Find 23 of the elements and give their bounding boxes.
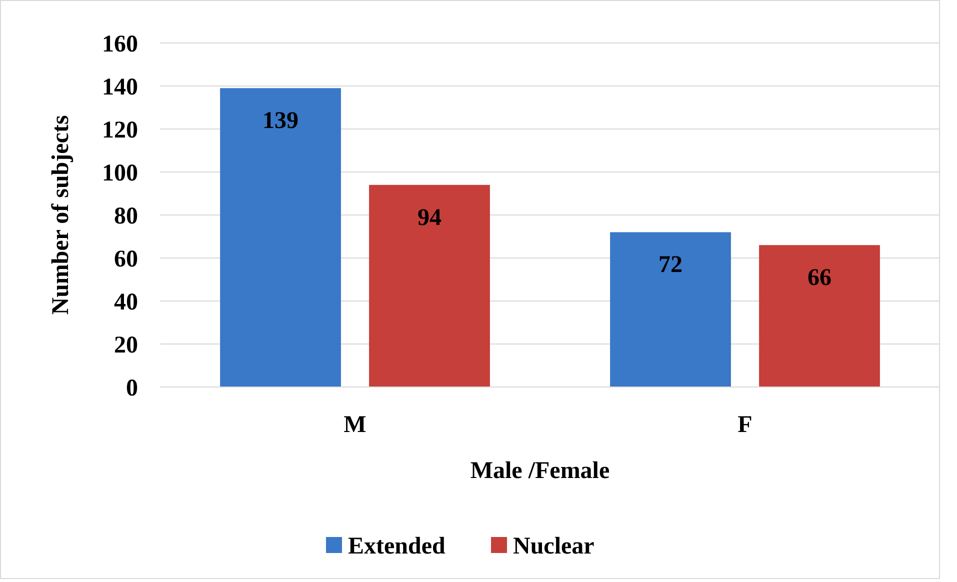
- x-axis-title: Male /Female: [470, 458, 610, 484]
- y-tick-label: 140: [102, 74, 138, 100]
- legend-label: Nuclear: [513, 533, 595, 560]
- y-tick-label: 120: [102, 117, 138, 144]
- legend-label: Extended: [348, 533, 446, 560]
- data-label: 139: [262, 108, 299, 134]
- bar: [369, 184, 490, 387]
- bar: [220, 88, 341, 387]
- y-tick-label: 100: [102, 160, 138, 186]
- data-label: 72: [658, 252, 683, 278]
- y-tick-label: 160: [102, 31, 138, 58]
- bar: [759, 245, 880, 387]
- x-tick-label: F: [738, 412, 752, 438]
- data-label: 94: [417, 204, 442, 231]
- y-tick-label: 20: [114, 332, 138, 358]
- y-tick-label: 40: [114, 289, 138, 316]
- y-tick-label: 60: [114, 246, 138, 272]
- x-tick-label: M: [344, 412, 366, 438]
- data-label: 66: [807, 265, 832, 292]
- y-tick-label: 80: [114, 203, 138, 230]
- bar: [610, 232, 731, 387]
- y-tick-label: 0: [126, 375, 138, 402]
- y-axis-title: Number of subjects: [48, 115, 74, 315]
